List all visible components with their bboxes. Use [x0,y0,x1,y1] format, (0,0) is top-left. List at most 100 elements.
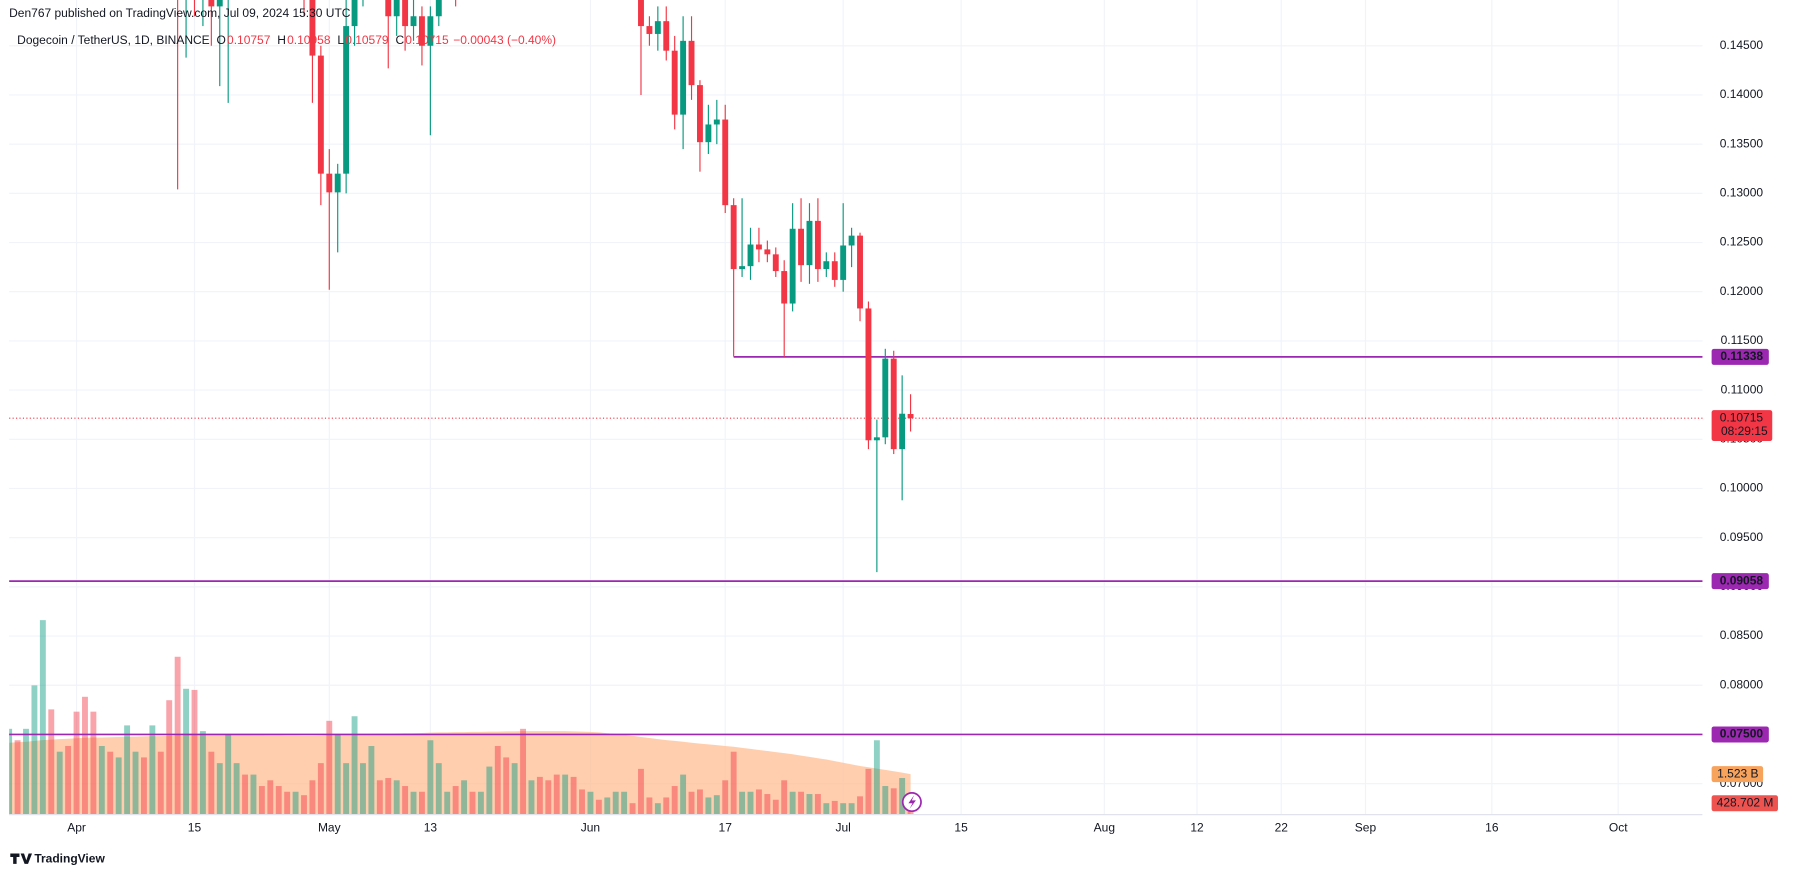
candle-body [789,228,796,304]
volume-bar [722,780,729,815]
level-label-box [1711,726,1769,743]
candle-body [688,40,695,86]
x-tick-label: 13 [424,821,438,835]
volume-bar [343,763,350,815]
candle-body [410,16,417,27]
candle-body [873,437,880,441]
volume-bar [612,791,619,815]
volume-bar [258,786,265,815]
candle-body [654,21,661,34]
volume-box [1711,795,1778,812]
volume-bar [503,757,510,815]
candle-body [713,119,720,125]
volume-bar [107,751,114,815]
candles [177,0,914,573]
volume-bar [621,791,628,815]
legend-item: 0.10715 [405,33,449,47]
volume-bar [402,786,409,815]
last-price-box [1711,410,1773,442]
volume-bar [469,791,476,815]
volume-bar [545,780,552,815]
volume-pane [9,620,914,815]
y-tick-label: 0.11500 [1721,333,1764,347]
header: Den767 published on TradingView.com, Jul… [9,6,351,20]
countdown-label: 08:29:15 [1721,424,1768,438]
x-tick-label: Aug [1094,821,1115,835]
volume-bar [115,757,122,815]
candle-body [814,220,821,270]
legend-item: −0.00043 (−0.40%) [453,33,556,47]
candle-body [781,271,788,304]
volume-bar [351,716,358,815]
x-tick-label: Jul [836,821,851,835]
x-tick-label: 16 [1485,821,1499,835]
volume-bar [174,656,181,815]
volume-bar [511,763,518,815]
candle-body [831,261,838,280]
volume-bar [250,774,257,815]
level-label-box [1711,573,1769,590]
candle-body [772,254,779,272]
x-tick-label: 17 [719,821,733,835]
volume-bar [199,731,206,815]
volume-bar [587,791,594,815]
volume-bar [225,734,232,815]
legend-item: C [395,33,404,47]
volume-label: 428.702 M [1717,795,1774,809]
candle-body [427,16,434,46]
volume-bar [90,711,97,815]
y-tick-label: 0.13500 [1720,136,1764,150]
volume-bar [688,791,695,815]
volume-bar [73,711,80,815]
candle-body [899,413,906,450]
volume-bar [755,789,762,815]
candle-body [806,220,813,266]
volume-bar [9,728,13,815]
volume-bar [646,797,653,815]
candle-body [882,358,889,438]
y-tick-label: 0.10000 [1720,481,1764,495]
volume-bar [326,720,333,815]
volume-bar [713,795,720,815]
candle-body [857,235,863,309]
volume-bar [595,799,602,815]
volume-bar [536,776,543,815]
volume-bar [697,789,703,815]
volume-bar [309,780,316,815]
volume-bar [183,688,190,815]
volume-bar [705,797,712,815]
volume-bar [149,725,156,815]
candle-body [317,55,324,174]
last-price-label: 0.10715 [1720,410,1764,424]
volume-bar [23,728,29,815]
candle-body [309,0,316,56]
y-tick-label: 0.13000 [1720,186,1764,200]
y-tick-label: 0.12000 [1720,284,1764,298]
level-label: 0.11338 [1720,349,1763,363]
candle-body [646,26,653,34]
volume-bar [452,786,459,815]
legend-item: 0.10757 [227,33,271,47]
candle-body [823,261,830,270]
volume-bar [772,799,779,815]
volume-bar [132,751,139,815]
x-tick-label: May [318,821,341,835]
x-tick-label: Oct [1609,821,1628,835]
volume-bar [823,803,830,815]
volume-bar [385,778,392,815]
volume-bar [56,751,63,815]
x-tick-label: Sep [1355,821,1377,835]
volume-bar [208,751,215,815]
volume-bar [292,791,299,815]
volume-bar [376,780,383,815]
volume-bar [865,768,872,815]
volume-bar [520,728,526,815]
volume-bar [663,797,670,815]
volume-bar [275,786,282,815]
volume-bar [680,774,687,815]
volume-bar [806,794,813,815]
candle-body [216,0,223,7]
